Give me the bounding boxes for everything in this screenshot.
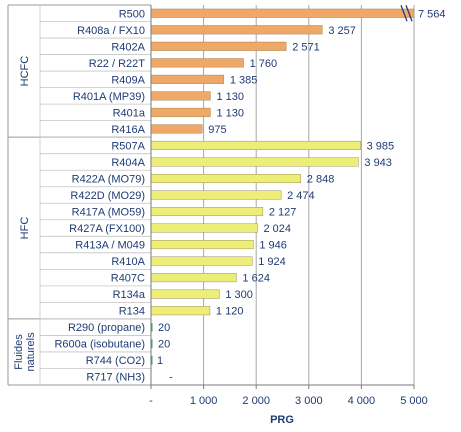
data-label: 1 120	[216, 306, 244, 318]
category-label: R404A	[111, 157, 145, 169]
group-label: Fluidesnaturels	[13, 332, 37, 372]
category-label: R410A	[111, 256, 145, 268]
data-label: 975	[208, 124, 226, 136]
x-tick-label: 2 000	[242, 395, 270, 407]
category-label: R500	[119, 8, 145, 20]
data-label: -	[169, 372, 173, 384]
x-tick-label: 5 000	[400, 395, 428, 407]
category-label: R22 / R22T	[89, 58, 146, 70]
data-label: 1 946	[259, 240, 287, 252]
data-label: 1 130	[216, 91, 244, 103]
data-label: 2 474	[287, 190, 315, 202]
bar	[150, 124, 203, 134]
bar	[150, 140, 361, 150]
axis-break-mark	[400, 5, 408, 22]
data-label: 1 760	[250, 58, 278, 70]
group-label-line: Fluides	[13, 334, 25, 370]
data-label: 1 924	[258, 256, 286, 268]
x-axis-title: PRG	[270, 414, 294, 426]
category-label: R402A	[111, 41, 145, 53]
category-label: R417A (MO59)	[72, 207, 145, 219]
group-label-line: naturels	[25, 332, 37, 372]
category-label: R600a (isobutane)	[54, 339, 145, 351]
bar	[150, 240, 254, 250]
bars-layer	[150, 8, 415, 365]
category-label: R413A / M049	[75, 240, 145, 252]
bar	[150, 306, 211, 316]
data-label: 2 848	[307, 173, 335, 185]
category-label: R408a / FX10	[77, 25, 145, 37]
data-label: 7 564	[418, 8, 446, 20]
category-label: R409A	[111, 74, 145, 86]
category-label: R744 (CO2)	[86, 355, 145, 367]
data-label: 1 300	[225, 289, 253, 301]
category-label: R134	[119, 306, 145, 318]
data-label: 3 985	[367, 140, 395, 152]
axis-break-mark	[405, 5, 413, 22]
data-label: 2 571	[292, 41, 320, 53]
group-label: HCFC	[19, 56, 31, 87]
bar	[150, 8, 415, 18]
data-label: 20	[158, 322, 170, 334]
bar	[150, 107, 211, 117]
x-tick-label: 1 000	[190, 395, 218, 407]
category-label: R401a	[113, 107, 146, 119]
category-label: R407C	[111, 273, 145, 285]
data-label: 2 127	[269, 207, 297, 219]
axes-layer: HCFC HFC Fluidesnaturels - 1 000 2 000 3 000 4 …	[7, 4, 428, 407]
category-label: R507A	[111, 140, 145, 152]
bar	[150, 25, 323, 35]
bar	[150, 58, 244, 68]
bar	[150, 190, 282, 200]
category-label: R401A (MP39)	[73, 91, 145, 103]
data-label: 3 257	[328, 25, 356, 37]
labels-layer: R500 7 564 R408a / FX10 3 257 R402A 2 571 R22 …	[54, 8, 445, 383]
category-label: R134a	[113, 289, 146, 301]
category-label: R422A (MO79)	[72, 173, 145, 185]
bar	[150, 256, 253, 266]
bar	[150, 157, 359, 167]
bar	[150, 223, 258, 233]
bar	[150, 273, 237, 283]
bar	[151, 322, 153, 332]
bar	[150, 173, 302, 183]
data-label: 20	[158, 339, 170, 351]
bar	[150, 74, 225, 84]
x-tick-label: 3 000	[295, 395, 323, 407]
category-label: R422D (MO29)	[70, 190, 145, 202]
x-tick-label: 4 000	[348, 395, 376, 407]
category-label: R427A (FX100)	[69, 223, 145, 235]
bar	[150, 41, 287, 51]
category-label: R416A	[111, 124, 145, 136]
category-label: R717 (NH3)	[86, 372, 145, 384]
bar	[151, 339, 153, 348]
data-label: 1	[157, 355, 163, 367]
group-label: HFC	[19, 217, 31, 240]
x-tick-label: -	[149, 395, 153, 407]
grid-layer	[203, 5, 415, 385]
data-label: 2 024	[263, 223, 291, 235]
bar	[150, 289, 220, 299]
bar	[150, 207, 264, 217]
category-label: R290 (propane)	[68, 322, 145, 334]
bar	[151, 355, 153, 365]
data-label: 1 130	[216, 107, 244, 119]
data-label: 1 624	[242, 273, 270, 285]
data-label: 1 385	[230, 74, 258, 86]
bar	[150, 91, 211, 101]
data-label: 3 943	[364, 157, 392, 169]
